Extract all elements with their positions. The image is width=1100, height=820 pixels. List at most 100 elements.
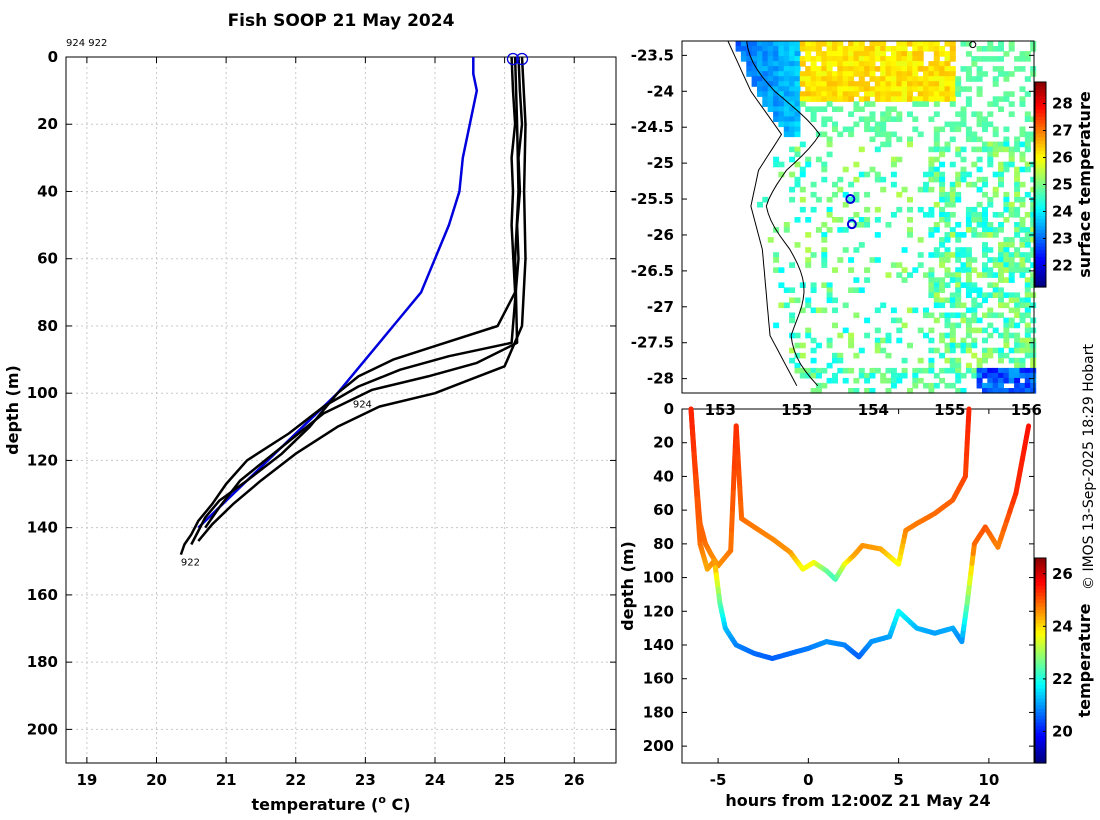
- sst-pixel: [853, 46, 860, 52]
- sst-pixel: [1008, 111, 1015, 117]
- sst-pixel: [982, 297, 988, 304]
- sst-pixel: [987, 377, 994, 384]
- sst-pixel: [1030, 116, 1037, 122]
- colorbar-segment: [1035, 109, 1046, 114]
- sst-pixel: [826, 51, 833, 57]
- sst-pixel: [842, 247, 849, 253]
- sst-pixel: [864, 317, 871, 324]
- sst-pixel: [998, 71, 1004, 77]
- unit-text: C): [386, 795, 411, 814]
- sst-pixel: [912, 382, 919, 389]
- sst-pixel: [928, 367, 935, 374]
- sst-pixel: [976, 176, 983, 183]
- sst-pixel: [858, 372, 865, 379]
- section-x-tick-label: -5: [710, 771, 727, 789]
- sst-pixel: [1030, 217, 1037, 223]
- colorbar-segment: [1035, 170, 1046, 175]
- colorbar-segment: [1035, 633, 1046, 638]
- sst-pixel: [971, 337, 978, 344]
- map-y-tick-label: -24: [647, 82, 674, 100]
- sst-pixel: [789, 171, 796, 178]
- sst-pixel: [971, 367, 978, 374]
- sst-pixel: [928, 232, 935, 238]
- sst-pixel: [874, 81, 881, 87]
- sst-pixel: [949, 121, 956, 128]
- sst-pixel: [799, 101, 806, 107]
- sst-pixel: [1008, 388, 1015, 394]
- sst-pixel: [826, 46, 833, 52]
- sst-pixel: [901, 96, 908, 102]
- sst-pixel: [885, 337, 892, 344]
- sst-pixel: [933, 146, 940, 153]
- sst-pixel: [965, 71, 972, 77]
- sst-pixel: [1030, 237, 1037, 243]
- sst-pixel: [815, 382, 822, 389]
- sst-pixel: [912, 126, 919, 133]
- sst-pixel: [944, 347, 951, 354]
- sst-pixel: [890, 372, 897, 379]
- sst-pixel: [1019, 151, 1026, 158]
- sst-pixel: [890, 81, 897, 87]
- series-922: [179, 56, 524, 556]
- sst-pixel: [740, 56, 747, 62]
- sst-pixel: [965, 292, 972, 298]
- sst-pixel: [746, 46, 753, 52]
- sst-pixel: [992, 126, 999, 133]
- sst-pixel: [949, 136, 956, 143]
- section-track-lower: [688, 406, 695, 434]
- sst-pixel: [810, 252, 817, 258]
- sst-pixel: [982, 388, 988, 394]
- sst-pixel: [971, 146, 978, 153]
- colorbar-segment: [1035, 198, 1046, 203]
- sst-pixel: [1024, 141, 1031, 148]
- sst-pixel: [815, 372, 822, 379]
- sst-pixel: [939, 212, 946, 218]
- colorbar-segment: [1035, 266, 1046, 271]
- sst-pixel: [858, 222, 865, 228]
- sst-pixel: [762, 71, 769, 77]
- sst-pixel: [805, 76, 812, 82]
- sst-pixel: [821, 232, 828, 238]
- sst-pixel: [794, 131, 801, 138]
- sst-pixel: [1003, 201, 1010, 208]
- colorbar-segment: [1035, 167, 1046, 172]
- sst-pixel: [965, 252, 972, 258]
- sst-pixel: [832, 126, 838, 133]
- sst-pixel: [965, 222, 972, 228]
- sst-pixel: [880, 121, 887, 128]
- sst-pixel: [794, 332, 801, 339]
- sst-pixel: [949, 51, 956, 57]
- sst-pixel: [982, 176, 988, 183]
- sst-pixel: [971, 297, 978, 304]
- sst-pixel: [912, 96, 919, 102]
- sst-pixel: [896, 71, 903, 77]
- sst-pixel: [880, 46, 887, 52]
- sst-pixel: [848, 196, 855, 203]
- colorbar-segment: [1035, 283, 1046, 288]
- sst-pixel: [783, 101, 790, 107]
- colorbar-segment: [1035, 742, 1046, 747]
- sst-pixel: [992, 292, 999, 298]
- sst-pixel: [874, 307, 881, 314]
- sst-pixel: [923, 71, 929, 77]
- sst-pixel: [757, 51, 763, 57]
- colorbar-segment: [1035, 681, 1046, 685]
- sst-pixel: [998, 332, 1004, 339]
- sst-pixel: [869, 126, 876, 133]
- sst-pixel: [949, 357, 956, 364]
- sst-pixel: [971, 282, 978, 288]
- sst-pixel: [982, 141, 988, 148]
- sst-pixel: [880, 126, 887, 133]
- sst-pixel: [928, 171, 935, 178]
- sst-pixel: [971, 136, 978, 143]
- sst-pixel: [1003, 332, 1010, 339]
- sst-pixel: [858, 76, 865, 82]
- sst-pixel: [794, 151, 801, 158]
- sst-pixel: [1024, 312, 1031, 319]
- sst-pixel: [874, 96, 881, 102]
- sst-pixel: [987, 282, 994, 288]
- sst-pixel: [837, 106, 844, 112]
- sst-pixel: [901, 71, 908, 77]
- colorbar-segment: [1035, 174, 1046, 179]
- sst-pixel: [1019, 317, 1026, 324]
